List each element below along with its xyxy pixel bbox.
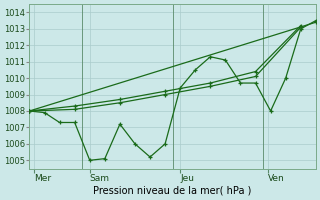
X-axis label: Pression niveau de la mer( hPa ): Pression niveau de la mer( hPa ): [93, 186, 252, 196]
